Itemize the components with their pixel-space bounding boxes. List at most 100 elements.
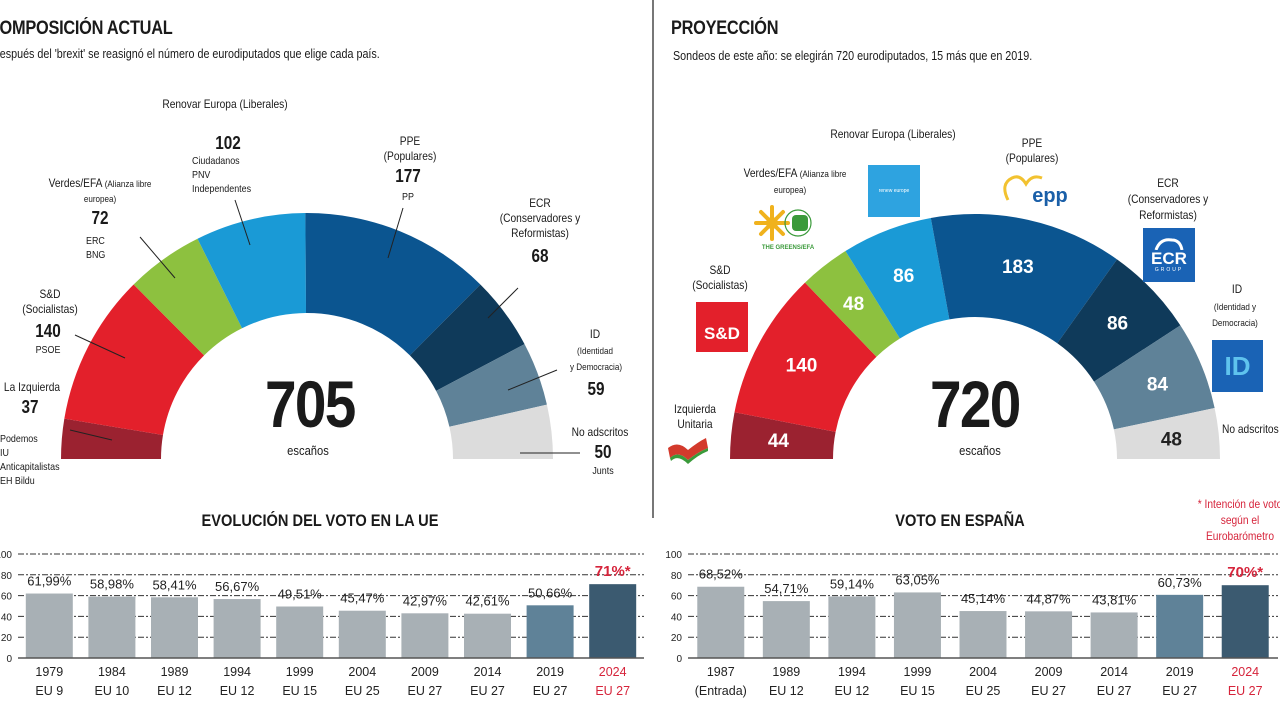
label-ecr-sub2: Reformistas): [511, 226, 569, 240]
x-tick-sublabel: (Entrada): [695, 684, 747, 698]
label-greens-parties: ERC BNG: [86, 235, 106, 261]
label-sd-seats: 140: [35, 321, 61, 341]
id-logo: ID: [1212, 340, 1263, 392]
arc-renew: [197, 213, 307, 329]
es-bars-note: * Intención de voto según el Eurobarómet…: [1197, 497, 1280, 543]
arc-epp: [930, 214, 1118, 344]
leader-line-ecr: [487, 287, 519, 319]
leader-line-left: [69, 429, 113, 441]
arc-greens: [133, 238, 243, 356]
x-tick-sublabel: EU 12: [835, 684, 870, 698]
r-label-renew-name: Renovar Europa (Liberales): [830, 127, 956, 141]
bar-value-label: 54,71%: [764, 581, 809, 596]
bar-value-label: 44,87%: [1027, 591, 1072, 606]
bar-value-label: 58,41%: [152, 577, 197, 592]
arc-left: [730, 412, 836, 459]
right-total-label: escaños: [959, 443, 1001, 458]
spain-turnout-bar-chart: 0 20 40 60 80 100 68,52% 1987 (Entrada) 54,71% 198…: [665, 550, 1278, 698]
label-id-seats: 59: [587, 379, 605, 399]
y-tick-label: 40: [671, 612, 683, 623]
y-tick-label: 20: [671, 633, 683, 644]
left-total-label: escaños: [287, 443, 329, 458]
label-left-parties: Podemos IU Anticapitalistas EH Bildu: [0, 433, 60, 487]
bar-1989: [762, 601, 810, 658]
x-tick-sublabel: EU 27: [533, 684, 568, 698]
x-tick-label: 1989: [161, 665, 189, 679]
x-tick-sublabel: EU 12: [157, 684, 192, 698]
label-epp-name: PPE: [399, 134, 421, 148]
bar-value-label: 68,52%: [699, 567, 744, 582]
x-tick-label: 2019: [536, 665, 564, 679]
bar-1989: [151, 597, 198, 658]
eu-turnout-bar-chart: 0 20 40 60 80 100 61,99% 1979 EU 9 58,98% 1984 EU 1…: [0, 550, 644, 698]
x-tick-sublabel: EU 27: [1162, 684, 1197, 698]
bar-2024: [1221, 585, 1269, 658]
label-ni-seats: 50: [594, 442, 612, 462]
arc-ecr: [1057, 259, 1181, 382]
bar-2019: [526, 605, 574, 658]
leader-line-greens: [139, 236, 176, 279]
ecr-lion-icon: [1154, 237, 1184, 250]
bar-2009: [1025, 611, 1073, 658]
x-tick-label: 2014: [1100, 665, 1128, 679]
r-label-id-name: ID: [1231, 282, 1243, 296]
izquierda-unitaria-logo: [668, 438, 708, 464]
arc-value-ni: 48: [1161, 429, 1182, 450]
r-label-id-sub2: Democracia): [1212, 318, 1258, 329]
bar-value-label: 49,51%: [278, 587, 323, 602]
bar-1994: [828, 596, 876, 658]
x-tick-sublabel: EU 27: [470, 684, 505, 698]
r-label-ni-name: No adscritos: [1222, 422, 1279, 436]
x-tick-sublabel: EU 27: [1228, 684, 1263, 698]
arc-greens: [805, 251, 900, 357]
label-epp-sub: (Populares): [383, 149, 437, 163]
arc-sd: [64, 284, 205, 436]
x-tick-label: 2009: [1035, 665, 1063, 679]
x-tick-label: 2004: [969, 665, 997, 679]
r-label-sd-sub: (Socialistas): [692, 278, 748, 292]
r-label-epp-sub: (Populares): [1005, 151, 1059, 165]
bar-2014: [464, 613, 511, 658]
bar-value-label: 45,47%: [340, 591, 385, 606]
arc-ecr: [409, 284, 525, 391]
bar-value-label: 60,73%: [1158, 575, 1203, 590]
y-tick-label: 100: [0, 550, 12, 561]
bar-1984: [88, 596, 136, 658]
left-parliament-chart: [61, 199, 580, 459]
bar-value-label: 63,05%: [895, 572, 940, 587]
arc-value-left: 44: [768, 431, 790, 452]
x-tick-label: 1994: [223, 665, 251, 679]
r-label-ecr-sub: (Conservadores y: [1127, 192, 1209, 206]
bar-value-label: 42,61%: [465, 594, 510, 609]
x-tick-sublabel: EU 27: [408, 684, 443, 698]
y-tick-label: 80: [1, 571, 13, 582]
x-tick-label: 1999: [286, 665, 314, 679]
label-id-name: ID: [589, 327, 601, 341]
arc-value-epp: 183: [1002, 257, 1034, 278]
r-label-sd-name: S&D: [709, 263, 731, 277]
epp-logo: epp: [1003, 175, 1068, 207]
x-tick-label: 1984: [98, 665, 126, 679]
y-tick-label: 60: [671, 592, 683, 603]
r-label-ecr-name: ECR: [1157, 176, 1179, 190]
greens-logo: THE GREENS/EFA: [754, 205, 815, 251]
y-tick-label: 80: [671, 571, 683, 582]
x-tick-sublabel: EU 27: [1097, 684, 1132, 698]
ecr-logo: ECR GROUP: [1143, 228, 1195, 282]
x-tick-sublabel: EU 15: [282, 684, 317, 698]
leader-line-id: [507, 369, 558, 391]
label-ecr-sub: (Conservadores y: [499, 211, 581, 225]
bar-2014: [1090, 612, 1138, 658]
label-greens-seats: 72: [91, 208, 109, 228]
x-tick-sublabel: EU 25: [966, 684, 1001, 698]
x-tick-label: 1987: [707, 665, 735, 679]
y-tick-label: 20: [1, 633, 13, 644]
sunflower-icon: [754, 205, 790, 241]
label-greens-name: Verdes/EFA (Alianza libre: [48, 176, 152, 190]
left-title: COMPOSICIÓN ACTUAL: [0, 18, 173, 39]
bar-value-label: 42,97%: [403, 593, 448, 608]
right-parliament-chart: 44 140 48 86 183 86 84 48: [730, 214, 1220, 459]
x-tick-sublabel: EU 9: [35, 684, 63, 698]
arc-epp: [305, 213, 481, 356]
label-epp-seats: 177: [395, 166, 421, 186]
